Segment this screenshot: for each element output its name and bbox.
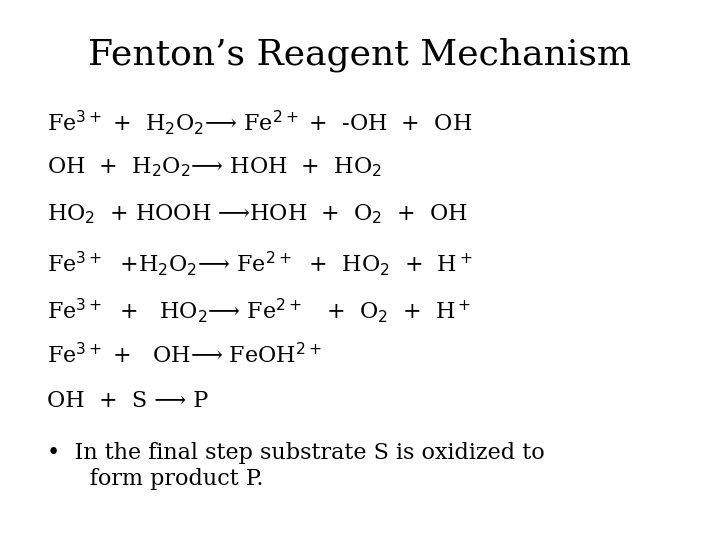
Text: Fe$^{3+}$  +   HO$_2$⟶ Fe$^{2+}$   +  O$_2$  +  H$^+$: Fe$^{3+}$ + HO$_2$⟶ Fe$^{2+}$ + O$_2$ + … [47, 296, 471, 325]
Text: Fe$^{3+}$  +H$_2$O$_2$⟶ Fe$^{2+}$  +  HO$_2$  +  H$^+$: Fe$^{3+}$ +H$_2$O$_2$⟶ Fe$^{2+}$ + HO$_2… [47, 249, 473, 278]
Text: HO$_2$  + HOOH ⟶HOH  +  O$_2$  +  OH: HO$_2$ + HOOH ⟶HOH + O$_2$ + OH [47, 202, 468, 226]
Text: OH  +  S ⟶ P: OH + S ⟶ P [47, 390, 208, 412]
Text: •  In the final step substrate S is oxidized to
      form product P.: • In the final step substrate S is oxidi… [47, 442, 544, 490]
Text: Fenton’s Reagent Mechanism: Fenton’s Reagent Mechanism [89, 38, 631, 72]
Text: OH  +  H$_2$O$_2$⟶ HOH  +  HO$_2$: OH + H$_2$O$_2$⟶ HOH + HO$_2$ [47, 155, 382, 179]
Text: Fe$^{3+}$ +   OH⟶ FeOH$^{2+}$: Fe$^{3+}$ + OH⟶ FeOH$^{2+}$ [47, 343, 322, 368]
Text: Fe$^{3+}$ +  H$_2$O$_2$⟶ Fe$^{2+}$ +  -OH  +  OH: Fe$^{3+}$ + H$_2$O$_2$⟶ Fe$^{2+}$ + -OH … [47, 108, 472, 137]
